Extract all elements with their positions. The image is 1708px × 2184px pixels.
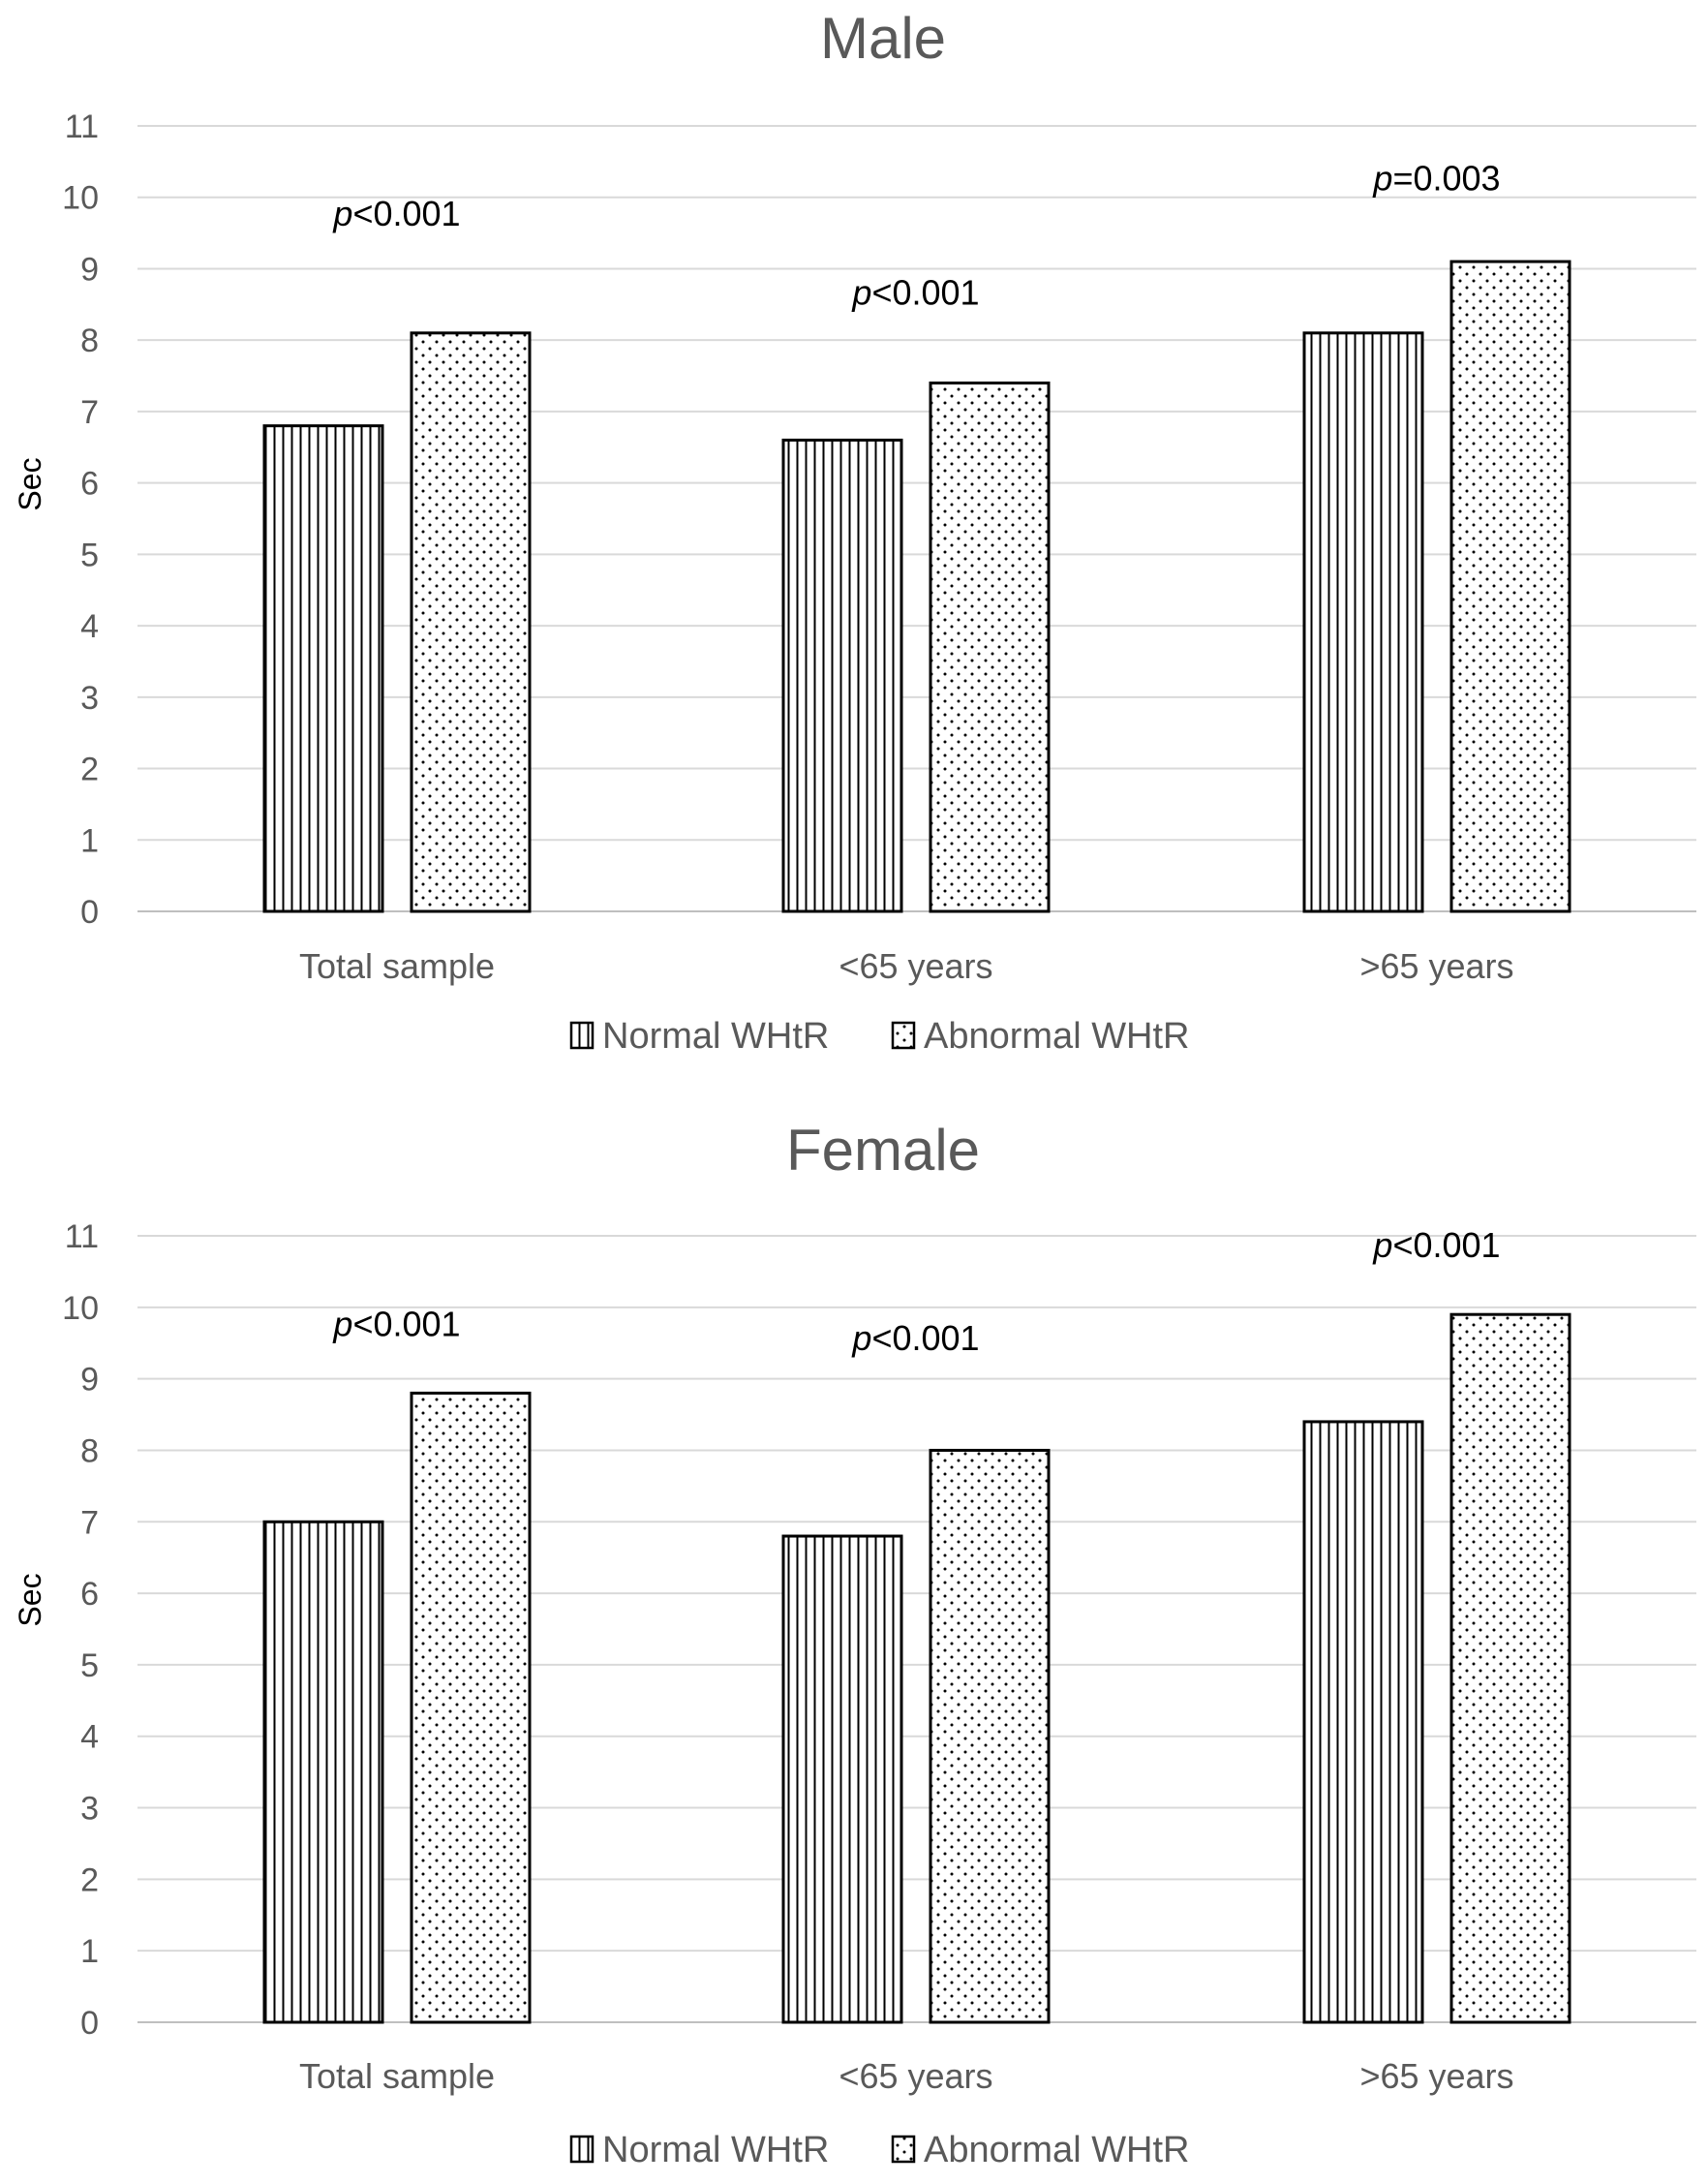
bar-normal-whtr xyxy=(1302,1420,1424,2024)
y-tick-label: 4 xyxy=(80,1719,99,1756)
y-tick-label: 8 xyxy=(80,323,99,359)
bar-abnormal-whtr xyxy=(410,331,532,913)
p-value-annotation: p<0.001 xyxy=(851,1318,979,1358)
x-tick-label: <65 years xyxy=(839,946,992,986)
bar-abnormal-whtr xyxy=(410,1391,532,2024)
chart-title: Female xyxy=(786,1118,980,1183)
y-tick-label: 1 xyxy=(80,1933,99,1970)
legend-label-abnormal: Abnormal WHtR xyxy=(924,1016,1190,1057)
x-tick-label: Total sample xyxy=(299,946,495,986)
p-value-annotation: p<0.001 xyxy=(851,272,979,312)
x-tick-label: <65 years xyxy=(839,2056,992,2096)
y-tick-label: 1 xyxy=(80,822,99,859)
y-axis-label: Sec xyxy=(13,457,47,510)
bar-normal-whtr xyxy=(262,424,384,913)
female-panel: Female Sec 0 1 2 3 4 5 6 7 8 9 10 11 Total sample <65 y… xyxy=(13,1118,1696,2170)
y-tick-label: 7 xyxy=(80,1504,99,1541)
y-tick-label: 8 xyxy=(80,1432,99,1469)
y-tick-label: 10 xyxy=(62,180,99,217)
bar-abnormal-whtr xyxy=(929,381,1051,913)
p-value-annotation: p<0.001 xyxy=(332,194,460,233)
y-tick-label: 6 xyxy=(80,1576,99,1613)
legend-label-normal: Normal WHtR xyxy=(602,2130,829,2170)
y-tick-label: 11 xyxy=(65,1218,99,1255)
male-panel: Male Sec 0 1 2 3 4 5 6 7 8 9 10 11 Total sample <65 yea… xyxy=(13,6,1696,1057)
p-value-annotation: p<0.001 xyxy=(332,1304,460,1343)
legend-swatch-abnormal xyxy=(891,2135,916,2164)
y-tick-label: 11 xyxy=(65,108,99,145)
bar-normal-whtr xyxy=(262,1520,384,2024)
y-tick-label: 0 xyxy=(80,894,99,931)
x-tick-label: >65 years xyxy=(1359,2056,1513,2096)
p-value-annotation: p=0.003 xyxy=(1372,158,1500,198)
p-value-annotation: p<0.001 xyxy=(1372,1225,1500,1265)
y-tick-label: 6 xyxy=(80,466,99,503)
y-tick-label: 2 xyxy=(80,752,99,788)
bar-abnormal-whtr xyxy=(1449,260,1571,913)
y-tick-label: 3 xyxy=(80,1791,99,1828)
bar-abnormal-whtr xyxy=(1449,1312,1571,2024)
bar-normal-whtr xyxy=(781,438,903,913)
y-tick-label: 4 xyxy=(80,608,99,645)
y-tick-label: 9 xyxy=(80,251,99,288)
y-tick-label: 2 xyxy=(80,1861,99,1898)
y-tick-label: 9 xyxy=(80,1362,99,1399)
bar-normal-whtr xyxy=(1302,331,1424,913)
bar-normal-whtr xyxy=(781,1534,903,2024)
y-tick-label: 3 xyxy=(80,680,99,717)
y-tick-label: 7 xyxy=(80,394,99,431)
y-tick-label: 5 xyxy=(80,1647,99,1684)
legend-swatch-normal xyxy=(569,1021,595,1050)
chart-title: Male xyxy=(820,6,946,71)
x-tick-label: Total sample xyxy=(299,2056,495,2096)
y-tick-label: 10 xyxy=(62,1290,99,1327)
bar-abnormal-whtr xyxy=(929,1448,1051,2024)
legend-label-abnormal: Abnormal WHtR xyxy=(924,2130,1190,2170)
y-axis-label: Sec xyxy=(13,1573,47,1626)
legend-swatch-abnormal xyxy=(891,1021,916,1050)
x-tick-label: >65 years xyxy=(1359,946,1513,986)
legend-label-normal: Normal WHtR xyxy=(602,1016,829,1057)
y-tick-label: 0 xyxy=(80,2005,99,2042)
y-tick-label: 5 xyxy=(80,537,99,573)
legend-swatch-normal xyxy=(569,2135,595,2164)
